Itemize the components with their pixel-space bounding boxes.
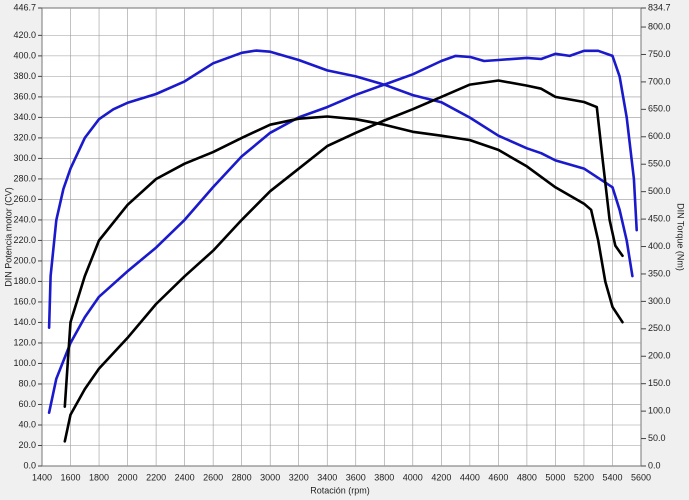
x-tick-label: 4600 xyxy=(488,472,508,482)
y-tick-label: 420.0 xyxy=(13,30,36,40)
x-tick-label: 2400 xyxy=(175,472,195,482)
series-line xyxy=(47,49,638,414)
y2-tick-label: 350.0 xyxy=(648,268,671,278)
x-tick-label: 1600 xyxy=(61,472,81,482)
y-tick-label: 140.0 xyxy=(13,317,36,327)
x-tick-label: 2200 xyxy=(146,472,166,482)
y-tick-label: 340.0 xyxy=(13,112,36,122)
x-tick-label: 4400 xyxy=(460,472,480,482)
y-tick-label: 240.0 xyxy=(13,214,36,224)
y-tick-label: 280.0 xyxy=(13,173,36,183)
x-tick-label: 5200 xyxy=(574,472,594,482)
x-tick-label: 2800 xyxy=(232,472,252,482)
y2-tick-label: 800.0 xyxy=(648,21,671,31)
y-tick-label: 446.7 xyxy=(13,2,36,12)
y2-tick-label: 750.0 xyxy=(648,49,671,59)
y-tick-label: 120.0 xyxy=(13,337,36,347)
y2-tick-label: 550.0 xyxy=(648,159,671,169)
x-tick-label: 3200 xyxy=(289,472,309,482)
y2-tick-label: 500.0 xyxy=(648,186,671,196)
y2-tick-label: 200.0 xyxy=(648,351,671,361)
x-tick-label: 2600 xyxy=(203,472,223,482)
y-tick-label: 160.0 xyxy=(13,296,36,306)
y-tick-label: 180.0 xyxy=(13,276,36,286)
y2-tick-label: 400.0 xyxy=(648,241,671,251)
y-tick-label: 20.0 xyxy=(18,440,36,450)
y-tick-label: 220.0 xyxy=(13,235,36,245)
x-tick-label: 3400 xyxy=(317,472,337,482)
y2-axis-label: DIN Torque (Nm) xyxy=(676,203,686,271)
x-tick-label: 3600 xyxy=(346,472,366,482)
y2-tick-label: 100.0 xyxy=(648,406,671,416)
y-tick-label: 100.0 xyxy=(13,358,36,368)
x-tick-label: 5400 xyxy=(602,472,622,482)
y2-tick-label: 50.0 xyxy=(648,433,666,443)
y2-tick-label: 834.7 xyxy=(648,2,671,12)
y-tick-label: 320.0 xyxy=(13,132,36,142)
y-tick-label: 80.0 xyxy=(18,378,36,388)
x-tick-label: 4000 xyxy=(403,472,423,482)
y2-tick-label: 250.0 xyxy=(648,323,671,333)
y-tick-label: 360.0 xyxy=(13,91,36,101)
y2-tick-label: 300.0 xyxy=(648,296,671,306)
y2-tick-label: 450.0 xyxy=(648,213,671,223)
x-tick-label: 4800 xyxy=(517,472,537,482)
y-tick-label: 0.0 xyxy=(23,460,36,470)
y-tick-label: 300.0 xyxy=(13,153,36,163)
y2-tick-label: 700.0 xyxy=(648,76,671,86)
y2-tick-label: 0.0 xyxy=(648,460,661,470)
y2-tick-label: 650.0 xyxy=(648,104,671,114)
series-line xyxy=(63,79,624,443)
y-tick-label: 260.0 xyxy=(13,194,36,204)
y-tick-label: 40.0 xyxy=(18,419,36,429)
x-tick-label: 5000 xyxy=(545,472,565,482)
series-line xyxy=(47,49,634,329)
y-tick-label: 380.0 xyxy=(13,71,36,81)
y-tick-label: 200.0 xyxy=(13,255,36,265)
x-tick-label: 1400 xyxy=(32,472,52,482)
y-tick-label: 60.0 xyxy=(18,399,36,409)
x-tick-label: 3000 xyxy=(260,472,280,482)
x-tick-label: 2000 xyxy=(118,472,138,482)
y2-tick-label: 150.0 xyxy=(648,378,671,388)
x-tick-label: 4200 xyxy=(431,472,451,482)
x-tick-label: 3800 xyxy=(374,472,394,482)
series-line xyxy=(63,115,624,408)
x-tick-label: 1800 xyxy=(89,472,109,482)
y-axis-label: DIN Potencia motor (CV) xyxy=(3,187,13,287)
plot-area xyxy=(41,7,642,467)
y-tick-label: 400.0 xyxy=(13,50,36,60)
y2-tick-label: 600.0 xyxy=(648,131,671,141)
x-tick-label: 5600 xyxy=(631,472,651,482)
x-axis-label: Rotación (rpm) xyxy=(310,485,370,495)
